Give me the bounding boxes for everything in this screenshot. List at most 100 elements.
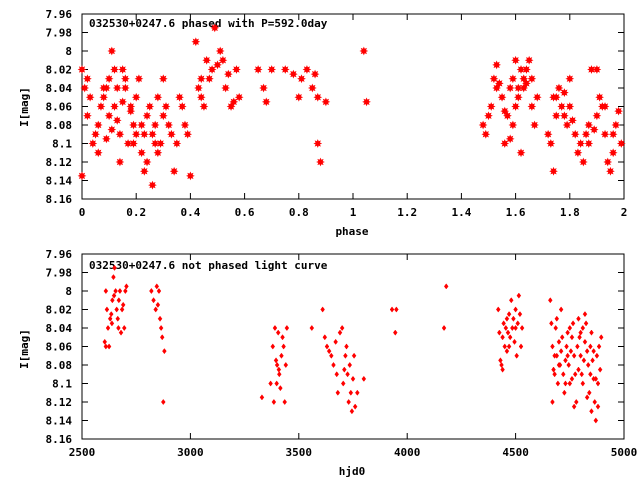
- unphased-data-point: [122, 324, 127, 332]
- unphased-data-point: [578, 352, 583, 359]
- phased-data-point: [85, 92, 95, 102]
- unphased-x-axis-title: hjd0: [339, 465, 366, 478]
- phased-data-point: [118, 97, 128, 107]
- unphased-x-tick-label: 3000: [177, 446, 204, 459]
- phased-data-point: [145, 102, 155, 111]
- unphased-data-point: [510, 324, 515, 332]
- unphased-data-point: [569, 375, 575, 382]
- phased-data-point: [183, 129, 193, 139]
- unphased-data-point: [559, 334, 565, 341]
- phased-data-point: [500, 139, 510, 148]
- unphased-data-point: [598, 334, 604, 341]
- unphased-data-point: [570, 320, 576, 327]
- unphased-y-tick-label: 8.04: [46, 322, 73, 335]
- unphased-y-tick-label: 8: [65, 285, 72, 298]
- unphased-data-point: [153, 306, 158, 313]
- phased-y-axis-title: I[mag]: [18, 87, 31, 127]
- phased-data-point: [592, 111, 602, 121]
- unphased-data-point: [348, 389, 354, 396]
- unphased-data-point: [275, 329, 281, 336]
- phased-data-point: [129, 139, 138, 148]
- phased-data-point: [164, 120, 174, 130]
- unphased-data-point: [124, 283, 129, 290]
- unphased-data-point: [346, 398, 351, 406]
- unphased-data-point: [595, 380, 601, 387]
- phased-data-point: [120, 83, 130, 93]
- unphased-data-point: [516, 292, 522, 299]
- unphased-data-point: [568, 348, 574, 355]
- unphased-data-point: [499, 361, 504, 369]
- unphased-data-point: [284, 324, 290, 332]
- phased-data-point: [169, 166, 179, 176]
- unphased-data-point: [331, 361, 336, 369]
- unphased-data-point: [571, 352, 577, 359]
- unphased-data-point: [276, 366, 282, 373]
- phased-data-point: [150, 120, 160, 130]
- phased-data-point: [107, 46, 117, 56]
- phased-data-point: [96, 102, 106, 111]
- phased-data-point: [83, 74, 92, 84]
- phased-data-point: [93, 120, 103, 130]
- unphased-data-point: [104, 306, 110, 313]
- unphased-data-point: [511, 315, 516, 322]
- phased-data-point: [134, 74, 144, 84]
- unphased-data-point: [157, 315, 163, 322]
- phased-data-point: [77, 65, 87, 74]
- unphased-y-tick-label: 8.06: [46, 341, 73, 354]
- unphased-data-point: [103, 287, 109, 295]
- unphased-data-point: [279, 352, 284, 359]
- phased-x-tick-label: 1: [350, 206, 357, 219]
- unphased-data-point: [565, 329, 570, 336]
- unphased-data-point: [562, 389, 567, 396]
- phased-data-point: [93, 148, 103, 158]
- unphased-data-point: [576, 366, 581, 373]
- unphased-data-point: [593, 375, 599, 382]
- unphased-data-point: [504, 315, 510, 322]
- phased-data-point: [223, 69, 233, 79]
- unphased-data-point: [565, 352, 570, 359]
- phased-data-point: [77, 171, 87, 181]
- phased-y-tick-label: 8: [65, 45, 72, 58]
- phased-data-point: [489, 74, 499, 84]
- phased-x-tick-label: 0.8: [289, 206, 309, 219]
- phased-data-point: [600, 102, 610, 111]
- phased-data-point: [513, 92, 523, 102]
- unphased-data-point: [324, 343, 330, 350]
- phased-data-point: [530, 120, 539, 130]
- phased-data-point: [112, 83, 122, 93]
- unphased-data-point: [112, 264, 117, 271]
- unphased-data-point: [277, 371, 282, 378]
- phased-data-point: [546, 139, 556, 148]
- unphased-data-point: [441, 324, 447, 332]
- unphased-data-point: [273, 357, 279, 364]
- phased-data-point: [142, 111, 152, 121]
- phased-data-point: [581, 129, 591, 139]
- phased-data-point: [494, 79, 504, 88]
- unphased-data-point: [120, 301, 126, 308]
- unphased-data-point: [322, 334, 328, 341]
- phased-data-point: [584, 139, 594, 148]
- unphased-data-point: [106, 343, 112, 350]
- unphased-data-point: [497, 329, 502, 336]
- unphased-x-tick-label: 5000: [611, 446, 638, 459]
- unphased-data-point: [550, 398, 555, 406]
- phased-data-point: [503, 111, 512, 121]
- unphased-x-tick-label: 4000: [394, 446, 421, 459]
- phased-data-point: [554, 83, 564, 93]
- phased-data-point: [543, 129, 553, 139]
- phased-data-point: [532, 92, 542, 102]
- unphased-data-point: [579, 371, 584, 378]
- unphased-data-point: [114, 306, 119, 313]
- phased-data-point: [492, 60, 501, 70]
- phased-data-point: [88, 139, 98, 148]
- unphased-data-point: [589, 408, 594, 415]
- unphased-data-point: [597, 366, 603, 373]
- phased-data-point: [205, 74, 214, 84]
- unphased-x-tick-label: 2500: [69, 446, 96, 459]
- unphased-data-point: [503, 324, 509, 332]
- unphased-data-point: [333, 338, 338, 345]
- unphased-data-point: [337, 329, 343, 336]
- phased-x-axis-title: phase: [335, 225, 368, 238]
- unphased-data-point: [500, 334, 505, 341]
- phased-data-point: [131, 92, 141, 102]
